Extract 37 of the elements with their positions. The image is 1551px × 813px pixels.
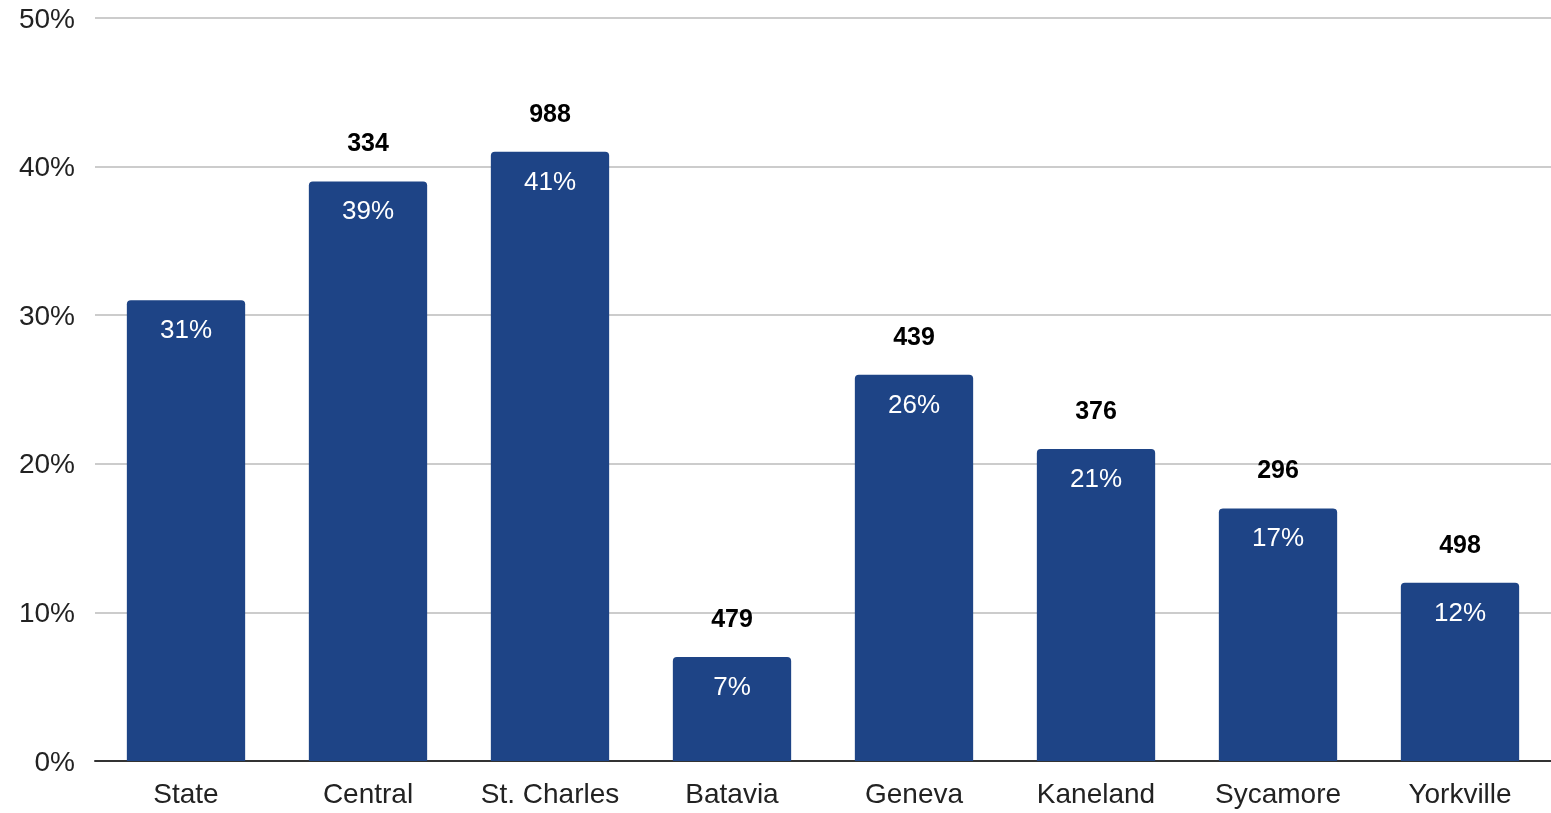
y-tick-label: 50% bbox=[18, 2, 75, 34]
x-tick-label: Geneva bbox=[864, 777, 964, 809]
data-label: 12% bbox=[1433, 596, 1487, 627]
y-tick-label: 0% bbox=[34, 745, 75, 777]
data-label: 17% bbox=[1251, 522, 1305, 553]
bar bbox=[126, 300, 246, 761]
bar bbox=[490, 151, 610, 761]
bar bbox=[1036, 448, 1156, 761]
annotation: 296 bbox=[1257, 455, 1299, 484]
data-label: 31% bbox=[159, 314, 213, 345]
bar bbox=[672, 656, 792, 761]
annotation: 479 bbox=[711, 603, 753, 632]
y-tick-label: 30% bbox=[18, 299, 75, 331]
annotation: 988 bbox=[529, 98, 571, 127]
x-tick-label: Sycamore bbox=[1214, 777, 1342, 809]
bar bbox=[1218, 508, 1338, 761]
data-label: 7% bbox=[713, 670, 751, 701]
data-label: 41% bbox=[523, 165, 577, 196]
bar bbox=[1400, 582, 1520, 761]
annotation: 498 bbox=[1439, 529, 1481, 558]
bar bbox=[854, 374, 974, 761]
y-tick-label: 40% bbox=[18, 151, 75, 183]
data-label: 26% bbox=[887, 388, 941, 419]
annotation: 376 bbox=[1075, 395, 1117, 424]
bar bbox=[308, 181, 428, 761]
annotation: 439 bbox=[893, 321, 935, 350]
data-label: 21% bbox=[1069, 462, 1123, 493]
data-label: 39% bbox=[341, 195, 395, 226]
annotation: 334 bbox=[347, 128, 389, 157]
x-tick-label: St. Charles bbox=[480, 777, 620, 809]
x-tick-label: Batavia bbox=[685, 777, 780, 809]
x-tick-label: State bbox=[153, 777, 219, 809]
x-tick-label: Central bbox=[322, 777, 414, 809]
x-tick-label: Kaneland bbox=[1036, 777, 1156, 809]
y-tick-label: 20% bbox=[18, 448, 75, 480]
y-tick-label: 10% bbox=[18, 596, 75, 628]
x-tick-label: Yorkville bbox=[1408, 777, 1512, 809]
